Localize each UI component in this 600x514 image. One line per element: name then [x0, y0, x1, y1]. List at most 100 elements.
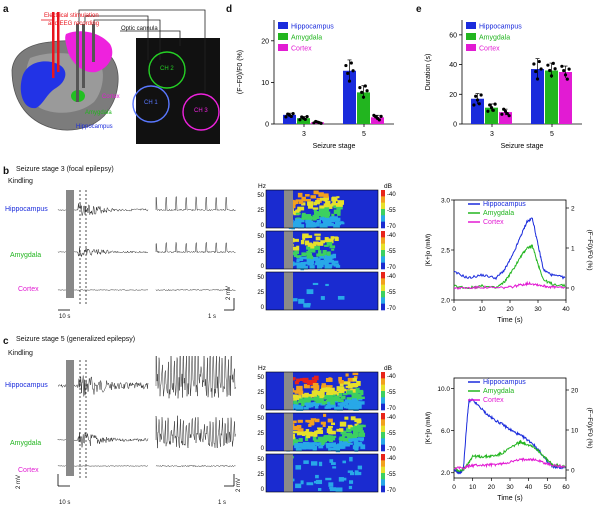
spec-cell: [316, 443, 320, 447]
x-tick-label: 40: [562, 306, 570, 313]
spec-cell: [312, 401, 320, 407]
b-row-cortex: Cortex: [18, 286, 39, 293]
spec-cell: [301, 265, 308, 270]
x-axis-label: Seizure stage: [501, 143, 544, 150]
c-scale-2mv-left: 2 mV: [16, 474, 22, 489]
spec-cell: [331, 261, 336, 266]
spec-y-tick: 0: [261, 405, 265, 411]
b-scale-2mv: 2 mV: [226, 285, 232, 300]
spec-cell: [314, 262, 319, 266]
ch1-label: CH 1: [144, 100, 158, 106]
spec-cell: [324, 237, 329, 241]
colorbar-step: [381, 378, 385, 385]
b-title: Seizure stage 3 (focal epilepsy): [16, 166, 114, 173]
spec-cell: [297, 428, 304, 432]
spec-cell: [296, 385, 303, 391]
colorbar-step: [381, 425, 385, 433]
spec-cell: [331, 196, 337, 201]
spec-cell: [348, 485, 353, 490]
data-point: [486, 109, 490, 113]
spec-cell: [295, 447, 302, 452]
spec-frame: [265, 230, 379, 270]
spec-cell: [307, 420, 313, 423]
optic-cannula-1: [82, 24, 85, 88]
colorbar-step: [381, 485, 385, 493]
spec-frame: [265, 453, 379, 493]
x-tick-label: 30: [534, 306, 542, 313]
spec-cell: [331, 437, 336, 441]
spec-cell: [315, 474, 319, 479]
panel-letter-b: b: [3, 166, 10, 177]
spec-cell: [347, 442, 353, 445]
colorbar-tick: -70: [387, 447, 396, 453]
spec-cell: [353, 431, 358, 435]
spec-cell: [310, 243, 315, 248]
spec-cell: [302, 431, 306, 437]
spec-cell: [308, 446, 316, 450]
spec-cell: [345, 385, 349, 388]
c-scale-2mv-right: 2 mV: [236, 477, 242, 492]
spec-y-tick: 50: [257, 457, 264, 463]
spec-cell: [326, 385, 333, 388]
colorbar-step: [381, 209, 385, 216]
legend-label-amygdala: Amygdala: [483, 210, 514, 217]
spec-cell: [352, 372, 359, 376]
spec-cell: [316, 219, 322, 224]
spec-cell: [326, 390, 333, 394]
spec-cell: [305, 429, 310, 432]
spec-cell: [326, 428, 333, 434]
series-line-hippocampus: [453, 397, 566, 475]
legend-label-hippocampus: Hippocampus: [479, 24, 522, 31]
spec-db-label: dB: [384, 365, 392, 372]
spec-cell: [304, 436, 309, 441]
spec-cell: [331, 442, 336, 447]
y-axis-label: (F−F0)/F0 (%): [237, 50, 244, 94]
spec-cell: [357, 465, 363, 470]
optic-cannula-2: [92, 24, 95, 62]
spec-cell: [292, 394, 297, 397]
colorbar-step: [381, 384, 385, 392]
panel-letter-e: e: [416, 4, 422, 15]
spec-cell: [332, 260, 339, 264]
data-point: [344, 63, 348, 68]
spec-cell: [352, 438, 357, 442]
spec-cell: [308, 235, 313, 238]
spec-cell: [355, 404, 362, 409]
y2-tick-label: 0: [571, 286, 575, 293]
spec-cell: [356, 442, 362, 446]
spec-cell: [323, 199, 328, 202]
y-tick-label: 10.0: [437, 386, 450, 393]
x-tick-label: 0: [452, 484, 456, 491]
spec-cell: [333, 209, 339, 214]
spec-cell: [306, 444, 312, 450]
colorbar-step: [381, 202, 385, 210]
spec-cell: [354, 423, 359, 428]
spec-cell: [354, 401, 361, 405]
spec-cell: [295, 483, 302, 489]
spec-cell: [296, 245, 300, 251]
spec-cell: [347, 435, 354, 441]
spec-cell: [358, 432, 366, 437]
spec-cell: [333, 400, 340, 403]
spec-cell: [313, 201, 317, 206]
spec-cell: [309, 265, 315, 269]
data-point: [351, 69, 355, 73]
spec-cell: [323, 413, 327, 417]
bar-amygdala-stage-5: [545, 70, 558, 124]
y-tick-label: 60: [449, 32, 457, 39]
spec-cell: [291, 211, 298, 215]
b-row-hippocampus: Hippocampus: [5, 206, 48, 213]
spec-cell: [306, 258, 311, 263]
spec-stimulation-bar: [284, 454, 293, 492]
data-point: [535, 77, 540, 81]
spec-cell: [308, 402, 314, 405]
colorbar-step: [381, 454, 385, 461]
spec-cell: [296, 388, 303, 392]
spec-cell: [317, 241, 324, 246]
spec-cell: [342, 388, 347, 392]
y-tick-label: 6.0: [441, 428, 450, 435]
spec-hz-label: Hz: [258, 183, 266, 190]
spec-cell: [323, 437, 330, 440]
ch2-label: CH 2: [160, 66, 174, 72]
